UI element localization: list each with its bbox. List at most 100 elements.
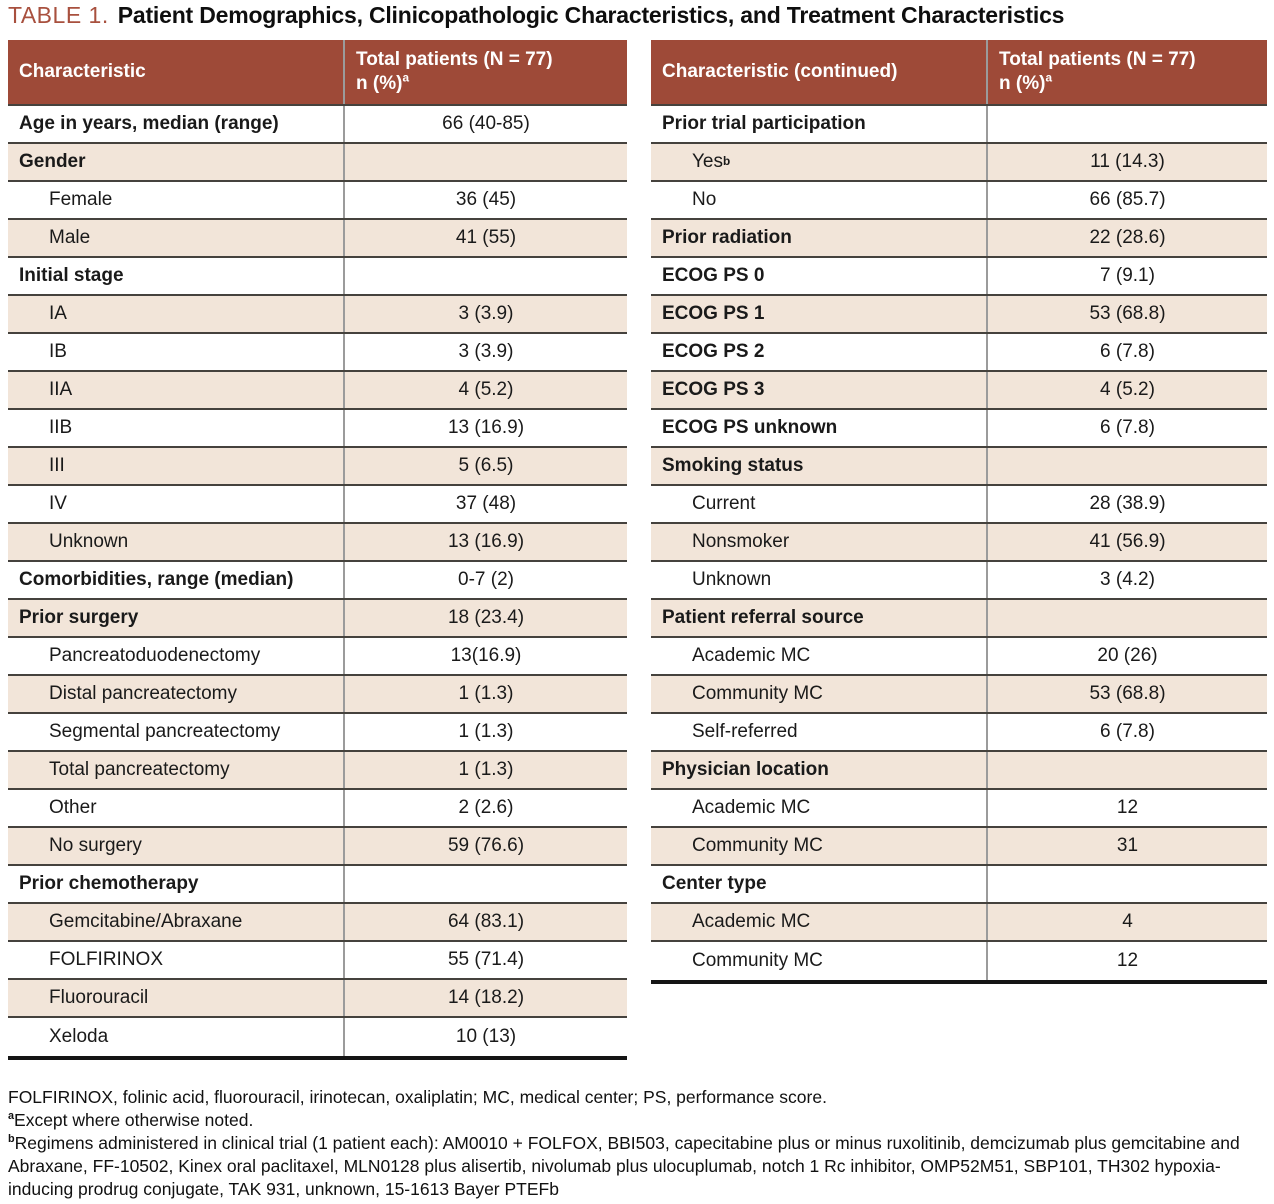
row-label: Distal pancreatectomy bbox=[49, 683, 237, 704]
row-label: Xeloda bbox=[49, 1026, 109, 1047]
row-label: Yes b bbox=[692, 151, 731, 172]
table-row: IV 37 (48) bbox=[8, 486, 627, 524]
header-line-2: n (%)a bbox=[356, 71, 409, 94]
table-row: IB 3 (3.9) bbox=[8, 334, 627, 372]
row-value: 4 (5.2) bbox=[343, 372, 627, 408]
table-row: ECOG PS 0 7 (9.1) bbox=[651, 258, 1267, 296]
row-value: 28 (38.9) bbox=[986, 486, 1267, 522]
table-row: Prior chemotherapy bbox=[8, 866, 627, 904]
row-value: 13 (16.9) bbox=[343, 524, 627, 560]
row-label: IV bbox=[49, 493, 67, 514]
row-label: No surgery bbox=[49, 835, 142, 856]
row-value: 5 (6.5) bbox=[343, 448, 627, 484]
row-label: ECOG PS 3 bbox=[662, 379, 765, 400]
row-value: 12 bbox=[986, 942, 1267, 980]
table-row: Physician location bbox=[651, 752, 1267, 790]
table-row: Community MC 31 bbox=[651, 828, 1267, 866]
row-label: Current bbox=[692, 493, 756, 514]
table-row: Prior radiation 22 (28.6) bbox=[651, 220, 1267, 258]
table-row: FOLFIRINOX 55 (71.4) bbox=[8, 942, 627, 980]
row-value: 22 (28.6) bbox=[986, 220, 1267, 256]
row-value bbox=[343, 144, 627, 180]
table-row: Patient referral source bbox=[651, 600, 1267, 638]
header-line-2: n (%)a bbox=[999, 71, 1052, 94]
table-row: Xeloda 10 (13) bbox=[8, 1018, 627, 1056]
row-value: 1 (1.3) bbox=[343, 752, 627, 788]
row-label: Male bbox=[49, 227, 91, 248]
table-row: Prior surgery 18 (23.4) bbox=[8, 600, 627, 638]
row-label: Prior trial participation bbox=[662, 113, 866, 134]
table-row: Unknown 13 (16.9) bbox=[8, 524, 627, 562]
table-header-row: Characteristic (continued) Total patient… bbox=[651, 40, 1267, 106]
row-value: 13 (16.9) bbox=[343, 410, 627, 446]
row-value bbox=[343, 866, 627, 902]
row-label: No bbox=[692, 189, 717, 210]
row-value: 66 (85.7) bbox=[986, 182, 1267, 218]
row-value bbox=[986, 752, 1267, 788]
column-header-total-patients: Total patients (N = 77) n (%)a bbox=[343, 40, 627, 104]
row-value: 13(16.9) bbox=[343, 638, 627, 674]
row-value: 6 (7.8) bbox=[986, 714, 1267, 750]
table-row: Academic MC 20 (26) bbox=[651, 638, 1267, 676]
row-value: 59 (76.6) bbox=[343, 828, 627, 864]
row-label: Academic MC bbox=[692, 645, 811, 666]
row-value: 6 (7.8) bbox=[986, 410, 1267, 446]
footnote-marker-a: a bbox=[8, 1110, 15, 1123]
table-number-label: TABLE 1. bbox=[8, 2, 109, 28]
row-value: 0-7 (2) bbox=[343, 562, 627, 598]
table-row: Community MC 53 (68.8) bbox=[651, 676, 1267, 714]
row-label: ECOG PS 1 bbox=[662, 303, 765, 324]
table-row: III 5 (6.5) bbox=[8, 448, 627, 486]
table-row: Gemcitabine/Abraxane 64 (83.1) bbox=[8, 904, 627, 942]
row-label: ECOG PS unknown bbox=[662, 417, 838, 438]
row-value: 20 (26) bbox=[986, 638, 1267, 674]
row-value: 7 (9.1) bbox=[986, 258, 1267, 294]
row-label: Prior chemotherapy bbox=[19, 873, 199, 894]
header-line-1: Total patients (N = 77) bbox=[356, 49, 553, 71]
table-row: Center type bbox=[651, 866, 1267, 904]
table-row: No surgery 59 (76.6) bbox=[8, 828, 627, 866]
row-value: 4 (5.2) bbox=[986, 372, 1267, 408]
row-label: Total pancreatectomy bbox=[49, 759, 230, 780]
row-label: III bbox=[49, 455, 65, 476]
table-row: Comorbidities, range (median) 0-7 (2) bbox=[8, 562, 627, 600]
table-row: Academic MC 4 bbox=[651, 904, 1267, 942]
table-row: Fluorouracil 14 (18.2) bbox=[8, 980, 627, 1018]
row-value: 1 (1.3) bbox=[343, 714, 627, 750]
table-row: No 66 (85.7) bbox=[651, 182, 1267, 220]
row-label: Nonsmoker bbox=[692, 531, 790, 552]
row-label: ECOG PS 0 bbox=[662, 265, 765, 286]
row-value: 3 (3.9) bbox=[343, 296, 627, 332]
row-label: IIA bbox=[49, 379, 73, 400]
table-row: Nonsmoker 41 (56.9) bbox=[651, 524, 1267, 562]
table-row: IIA 4 (5.2) bbox=[8, 372, 627, 410]
row-value: 6 (7.8) bbox=[986, 334, 1267, 370]
row-label: Community MC bbox=[692, 835, 823, 856]
demographics-table-right: Characteristic (continued) Total patient… bbox=[651, 40, 1267, 984]
row-value: 31 bbox=[986, 828, 1267, 864]
header-line-1: Total patients (N = 77) bbox=[999, 49, 1196, 71]
row-label: Age in years, median (range) bbox=[19, 113, 279, 134]
row-label: Fluorouracil bbox=[49, 987, 149, 1008]
table-row: IIB 13 (16.9) bbox=[8, 410, 627, 448]
row-label: FOLFIRINOX bbox=[49, 949, 164, 970]
footnote-marker-b: b bbox=[8, 1133, 15, 1146]
table-row: Initial stage bbox=[8, 258, 627, 296]
row-label: Unknown bbox=[692, 569, 772, 590]
row-label: Gemcitabine/Abraxane bbox=[49, 911, 243, 932]
table-row: ECOG PS 1 53 (68.8) bbox=[651, 296, 1267, 334]
row-label: Community MC bbox=[692, 683, 823, 704]
row-value: 36 (45) bbox=[343, 182, 627, 218]
row-label: Other bbox=[49, 797, 97, 818]
row-label: Gender bbox=[19, 151, 86, 172]
row-label: IB bbox=[49, 341, 67, 362]
row-label: IA bbox=[49, 303, 67, 324]
table-row: Other 2 (2.6) bbox=[8, 790, 627, 828]
row-value bbox=[343, 258, 627, 294]
row-value: 3 (4.2) bbox=[986, 562, 1267, 598]
row-value: 4 bbox=[986, 904, 1267, 940]
row-label: Pancreatoduodenectomy bbox=[49, 645, 261, 666]
row-value: 1 (1.3) bbox=[343, 676, 627, 712]
column-header-characteristic-continued: Characteristic (continued) bbox=[662, 61, 898, 83]
